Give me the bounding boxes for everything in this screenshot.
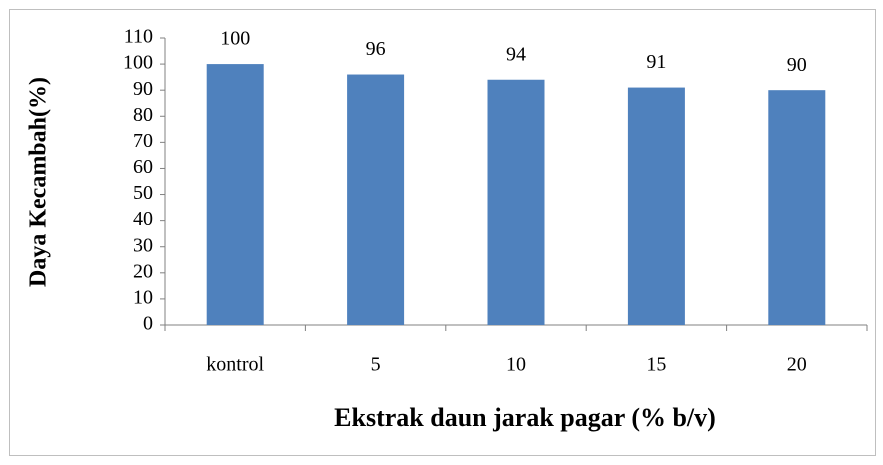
bar: [347, 74, 405, 325]
chart-border: [9, 9, 876, 456]
value-label: 100: [220, 28, 250, 50]
y-tick-label: 20: [133, 260, 153, 282]
x-tick-label: 15: [646, 354, 666, 376]
y-tick-label: 10: [133, 287, 153, 309]
x-tick-label: 20: [787, 354, 807, 376]
y-tick-label: 60: [133, 156, 153, 178]
y-tick-label: 50: [133, 182, 153, 204]
value-label: 94: [506, 43, 526, 65]
y-tick-label: 40: [133, 208, 153, 230]
y-tick-label: 80: [133, 104, 153, 126]
y-tick-label: 0: [143, 313, 153, 335]
value-label: 90: [787, 54, 807, 76]
y-tick-label: 90: [133, 78, 153, 100]
x-tick-label: kontrol: [206, 354, 264, 376]
bar: [487, 79, 545, 325]
x-tick-label: 5: [371, 354, 381, 376]
y-tick-label: 100: [123, 52, 153, 74]
value-label: 91: [646, 51, 666, 73]
bar: [206, 64, 264, 325]
y-tick-label: 30: [133, 234, 153, 256]
value-label: 96: [366, 38, 386, 60]
y-tick-label: 110: [124, 26, 153, 48]
y-axis-label: Daya Kecambah(%): [26, 77, 52, 287]
y-tick-label: 70: [133, 130, 153, 152]
x-axis-label: Ekstrak daun jarak pagar (% b/v): [334, 403, 716, 432]
bar: [768, 90, 826, 325]
bar: [627, 87, 685, 325]
x-tick-label: 10: [506, 354, 526, 376]
